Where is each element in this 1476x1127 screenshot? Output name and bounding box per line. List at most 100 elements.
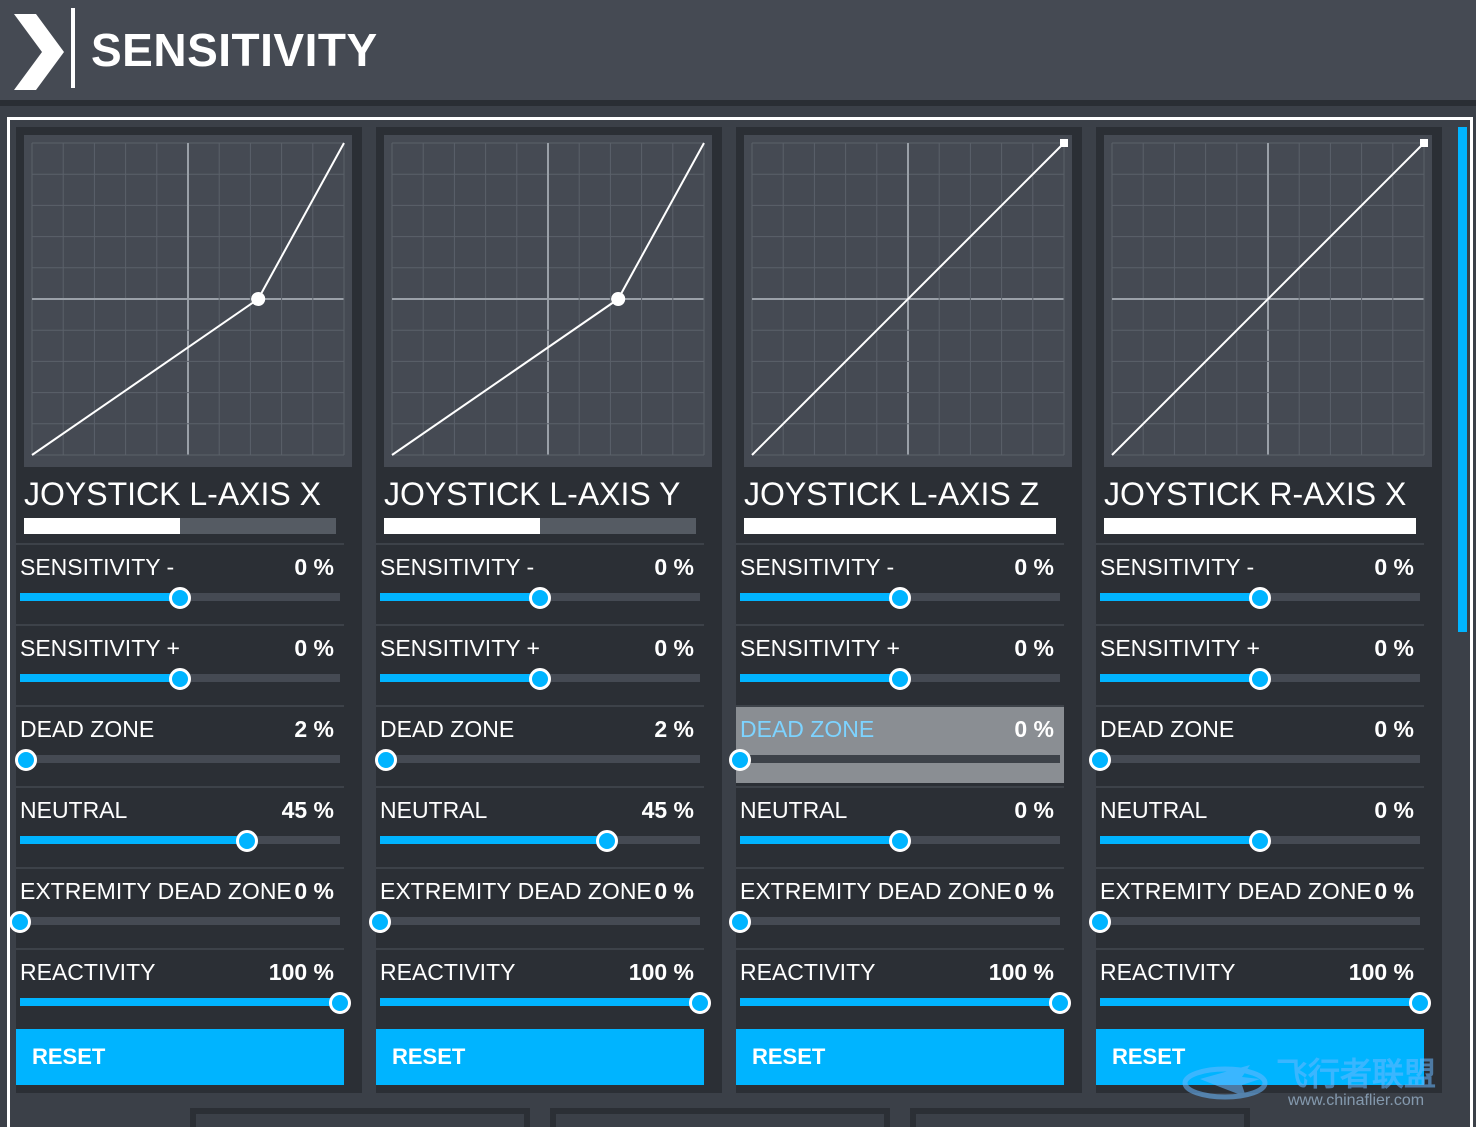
- extremity-dead-zone-slider[interactable]: [380, 917, 700, 925]
- slider-handle[interactable]: [689, 992, 711, 1014]
- slider-handle[interactable]: [375, 749, 398, 771]
- sensitivity-minus-row[interactable]: SENSITIVITY - 0 %: [1096, 543, 1424, 621]
- extremity-dead-zone-row[interactable]: EXTREMITY DEAD ZONE 0 %: [369, 867, 704, 945]
- slider-handle[interactable]: [1409, 992, 1431, 1014]
- dead-zone-slider[interactable]: [380, 755, 700, 763]
- extremity-dead-zone-label: EXTREMITY DEAD ZONE: [20, 878, 292, 904]
- reactivity-slider[interactable]: [1100, 998, 1420, 1006]
- neutral-row[interactable]: NEUTRAL 0 %: [736, 786, 1064, 864]
- extremity-dead-zone-label: EXTREMITY DEAD ZONE: [740, 878, 1012, 904]
- sensitivity-minus-value: 0 %: [654, 554, 694, 580]
- sensitivity-minus-row[interactable]: SENSITIVITY - 0 %: [736, 543, 1064, 621]
- row-divider: [736, 786, 1064, 788]
- extremity-dead-zone-value: 0 %: [1374, 878, 1414, 904]
- slider-handle[interactable]: [529, 587, 551, 609]
- input-level-fill: [1104, 518, 1416, 534]
- slider-handle[interactable]: [1249, 587, 1271, 609]
- sensitivity-plus-value: 0 %: [654, 635, 694, 661]
- slider-handle[interactable]: [889, 587, 911, 609]
- row-divider: [16, 543, 344, 545]
- next-panel-tab: [190, 1108, 530, 1127]
- extremity-dead-zone-slider[interactable]: [1100, 917, 1420, 925]
- slider-handle[interactable]: [169, 587, 191, 609]
- input-level-bar: [384, 518, 696, 534]
- dead-zone-row[interactable]: DEAD ZONE 2 %: [15, 705, 344, 783]
- dead-zone-value: 0 %: [1014, 716, 1054, 742]
- slider-handle[interactable]: [1249, 668, 1271, 690]
- neutral-slider[interactable]: [380, 836, 700, 844]
- reactivity-row[interactable]: REACTIVITY 100 %: [1096, 948, 1431, 1026]
- slider-handle[interactable]: [889, 668, 911, 690]
- reset-button[interactable]: RESET: [16, 1029, 344, 1085]
- slider-fill: [740, 998, 1060, 1006]
- sensitivity-plus-row[interactable]: SENSITIVITY + 0 %: [1096, 624, 1424, 702]
- sensitivity-minus-row[interactable]: SENSITIVITY - 0 %: [16, 543, 344, 621]
- reactivity-slider[interactable]: [20, 998, 340, 1006]
- slider-handle[interactable]: [369, 911, 391, 933]
- slider-handle[interactable]: [889, 830, 911, 852]
- slider-fill: [380, 674, 540, 682]
- slider-fill: [740, 593, 900, 601]
- slider-handle[interactable]: [236, 830, 259, 852]
- watermark-url: www.chinaflier.com: [1288, 1092, 1425, 1109]
- reactivity-value: 100 %: [628, 959, 694, 985]
- neutral-slider[interactable]: [20, 836, 340, 844]
- slider-handle[interactable]: [596, 830, 619, 852]
- slider-handle[interactable]: [729, 749, 751, 771]
- neutral-row[interactable]: NEUTRAL 45 %: [16, 786, 344, 864]
- slider-handle[interactable]: [9, 911, 31, 933]
- sensitivity-plus-row[interactable]: SENSITIVITY + 0 %: [376, 624, 704, 702]
- dead-zone-row[interactable]: DEAD ZONE 0 %: [729, 705, 1064, 783]
- slider-handle[interactable]: [529, 668, 551, 690]
- reactivity-slider[interactable]: [380, 998, 700, 1006]
- response-curve-graph: [744, 135, 1072, 467]
- reactivity-label: REACTIVITY: [20, 959, 156, 985]
- dead-zone-row[interactable]: DEAD ZONE 2 %: [375, 705, 704, 783]
- reactivity-label: REACTIVITY: [740, 959, 876, 985]
- neutral-value: 0 %: [1374, 797, 1414, 823]
- extremity-dead-zone-row[interactable]: EXTREMITY DEAD ZONE 0 %: [9, 867, 344, 945]
- slider-handle[interactable]: [1089, 749, 1111, 771]
- slider-handle[interactable]: [1049, 992, 1071, 1014]
- slider-handle[interactable]: [729, 911, 751, 933]
- dead-zone-slider[interactable]: [20, 755, 340, 763]
- reactivity-slider[interactable]: [740, 998, 1060, 1006]
- neutral-point: [611, 292, 626, 306]
- reactivity-row[interactable]: REACTIVITY 100 %: [736, 948, 1071, 1026]
- slider-handle[interactable]: [1249, 830, 1271, 852]
- dead-zone-slider[interactable]: [740, 755, 1060, 763]
- slider-fill: [1100, 836, 1260, 844]
- extremity-dead-zone-row[interactable]: EXTREMITY DEAD ZONE 0 %: [729, 867, 1064, 945]
- slider-handle[interactable]: [15, 749, 38, 771]
- slider-handle[interactable]: [329, 992, 351, 1014]
- axis-panel: JOYSTICK R-AXIS X SENSITIVITY -0 % SENSITI…: [1089, 127, 1442, 1093]
- input-level-fill: [384, 518, 540, 534]
- row-divider: [16, 867, 344, 869]
- extremity-dead-zone-slider[interactable]: [740, 917, 1060, 925]
- reset-button[interactable]: RESET: [376, 1029, 704, 1085]
- curve-svg: [391, 142, 705, 456]
- dead-zone-label: DEAD ZONE: [380, 716, 515, 742]
- header-separator: [0, 100, 1476, 106]
- slider-fill: [740, 674, 900, 682]
- axis-name: JOYSTICK L-AXIS Y: [384, 476, 681, 512]
- neutral-row[interactable]: NEUTRAL 0 %: [1096, 786, 1424, 864]
- dead-zone-slider[interactable]: [1100, 755, 1420, 763]
- slider-handle[interactable]: [169, 668, 191, 690]
- header-divider: [71, 8, 75, 88]
- slider-handle[interactable]: [1089, 911, 1111, 933]
- sensitivity-minus-value: 0 %: [1014, 554, 1054, 580]
- response-curve: [751, 142, 1065, 456]
- slider-fill: [380, 593, 540, 601]
- reactivity-row[interactable]: REACTIVITY 100 %: [16, 948, 351, 1026]
- neutral-row[interactable]: NEUTRAL 45 %: [376, 786, 704, 864]
- sensitivity-minus-row[interactable]: SENSITIVITY - 0 %: [376, 543, 704, 621]
- reset-button[interactable]: RESET: [736, 1029, 1064, 1085]
- sensitivity-plus-row[interactable]: SENSITIVITY + 0 %: [736, 624, 1064, 702]
- sensitivity-plus-row[interactable]: SENSITIVITY + 0 %: [16, 624, 344, 702]
- reactivity-row[interactable]: REACTIVITY 100 %: [376, 948, 711, 1026]
- dead-zone-row[interactable]: DEAD ZONE 0 %: [1089, 705, 1424, 783]
- extremity-dead-zone-row[interactable]: EXTREMITY DEAD ZONE 0 %: [1089, 867, 1424, 945]
- extremity-dead-zone-slider[interactable]: [20, 917, 340, 925]
- scrollbar[interactable]: [1458, 127, 1467, 632]
